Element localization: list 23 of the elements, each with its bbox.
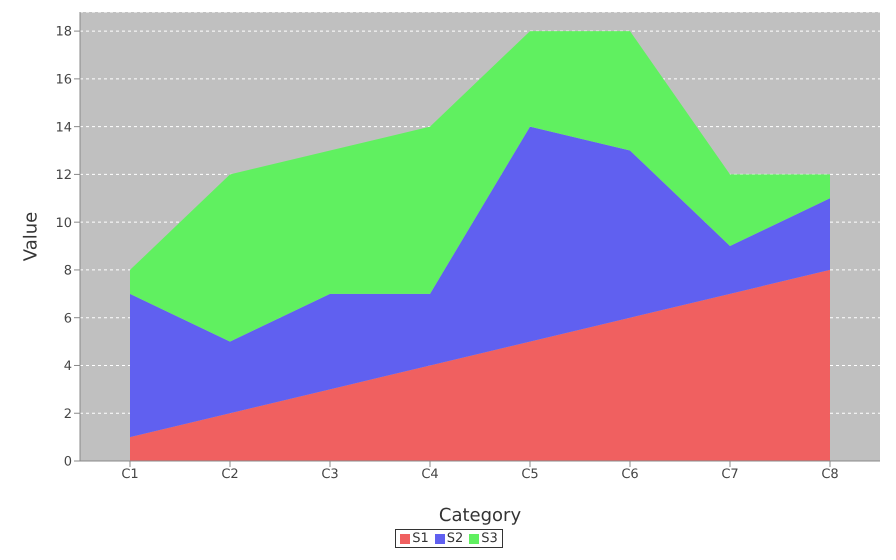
y-tick-label: 12 [55, 168, 72, 184]
x-tick-label: C7 [721, 467, 739, 482]
y-tick-label: 14 [55, 120, 72, 136]
x-tick-label: C3 [321, 467, 339, 482]
y-tick-label: 2 [64, 406, 72, 422]
x-axis-title: Category [438, 505, 522, 526]
x-tick-label: C4 [421, 467, 439, 482]
legend-label: S1 [412, 531, 429, 546]
x-tick-label: C2 [221, 467, 239, 482]
y-tick-label: 18 [55, 24, 72, 40]
y-axis-title: Value [20, 212, 42, 262]
legend-label: S3 [481, 531, 498, 546]
legend-label: S2 [446, 531, 464, 546]
x-tick-label: C6 [621, 467, 639, 482]
x-tick-label: C8 [821, 467, 839, 482]
x-tick-label: C1 [121, 467, 139, 482]
y-tick-label: 4 [64, 359, 72, 374]
x-tick-label: C5 [521, 467, 539, 482]
y-tick-label: 10 [55, 216, 72, 231]
y-tick-label: 8 [64, 264, 72, 279]
y-tick-label: 0 [64, 454, 72, 470]
y-tick-label: 6 [64, 311, 72, 326]
y-tick-label: 16 [55, 72, 72, 88]
